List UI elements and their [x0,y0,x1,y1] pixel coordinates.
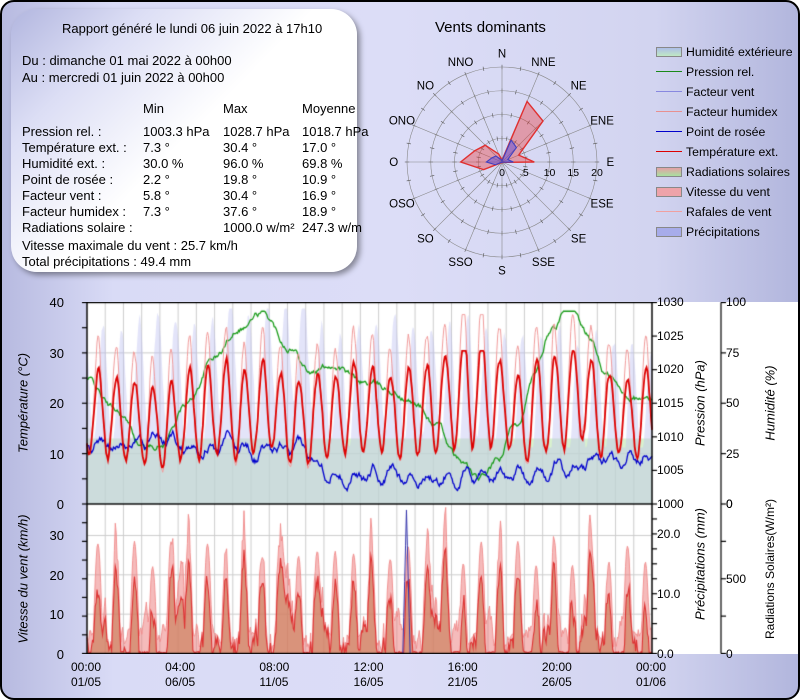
svg-text:20: 20 [591,167,603,179]
svg-text:E: E [606,157,614,169]
svg-text:S: S [498,265,506,277]
svg-text:NNE: NNE [531,57,556,69]
svg-text:NE: NE [571,80,587,92]
svg-text:ONO: ONO [389,116,415,128]
svg-text:NNO: NNO [448,57,474,69]
svg-text:SO: SO [417,234,434,246]
svg-text:NO: NO [417,80,434,92]
svg-text:SE: SE [571,234,587,246]
svg-text:SSO: SSO [448,257,472,269]
svg-text:10: 10 [544,167,556,179]
svg-text:ESE: ESE [591,198,614,210]
svg-text:15: 15 [567,167,579,179]
svg-text:5: 5 [523,167,529,179]
svg-text:ENE: ENE [590,116,614,128]
svg-text:O: O [389,157,398,169]
svg-text:N: N [498,49,506,61]
svg-text:0: 0 [499,167,505,179]
svg-text:OSO: OSO [389,198,415,210]
svg-text:SSE: SSE [532,257,555,269]
